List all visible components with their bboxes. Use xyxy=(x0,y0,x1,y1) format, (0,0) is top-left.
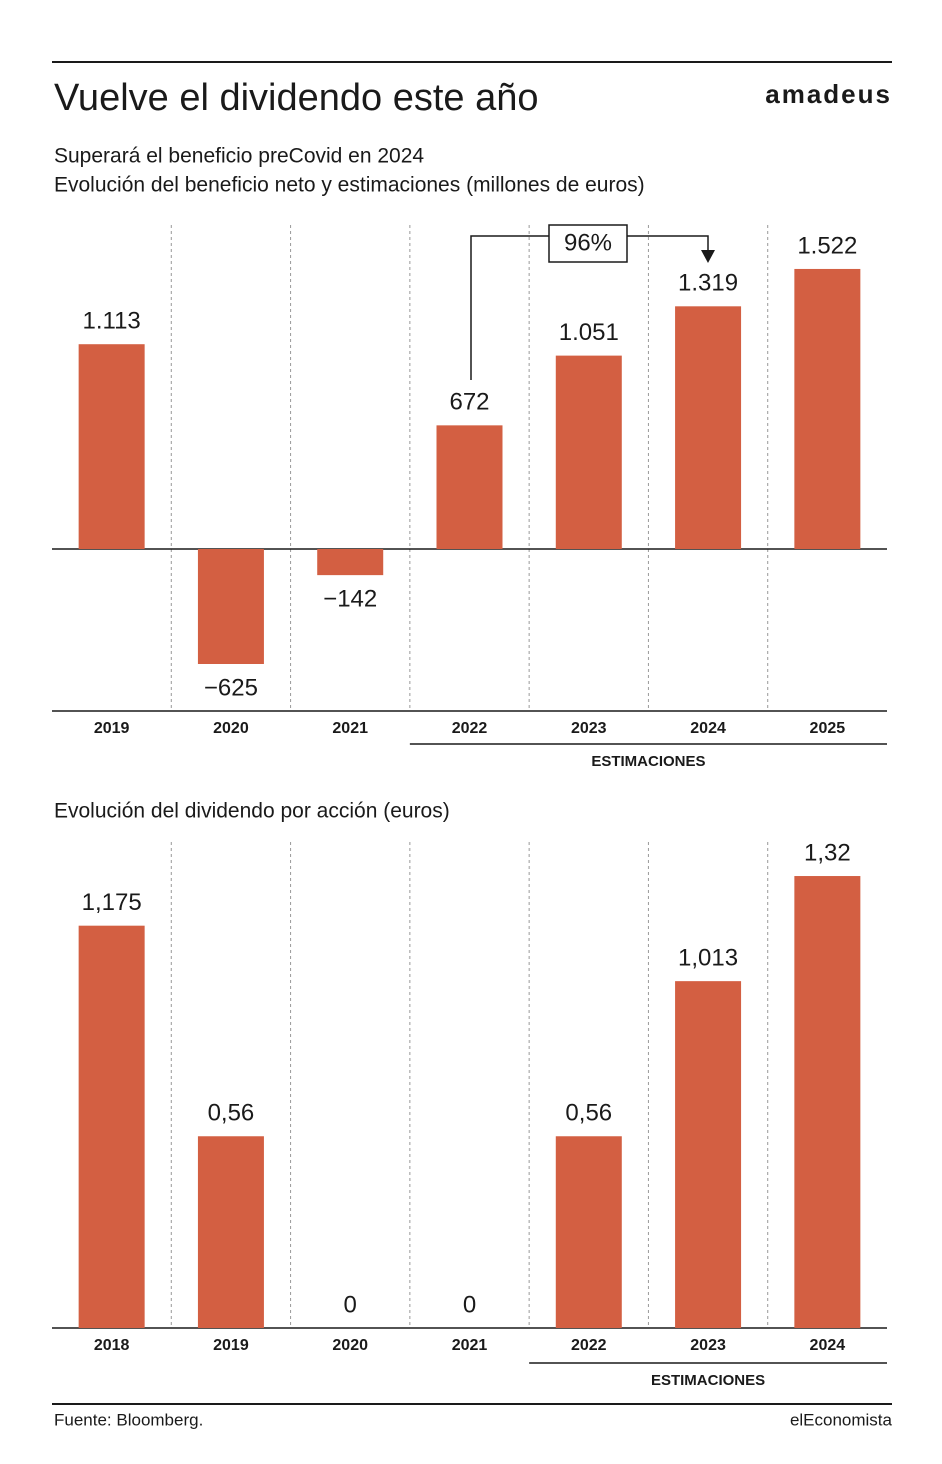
x-tick-label: 2022 xyxy=(452,720,488,737)
estimates-label: ESTIMACIONES xyxy=(591,753,705,770)
value-label: 0,56 xyxy=(208,1100,255,1127)
bar xyxy=(675,306,742,549)
value-label: 1.319 xyxy=(678,270,738,297)
x-tick-label: 2022 xyxy=(571,1337,607,1354)
bar xyxy=(197,549,264,664)
x-tick-label: 2020 xyxy=(213,720,249,737)
chart-subtitle: Evolución del beneficio neto y estimacio… xyxy=(54,174,645,197)
chart-subtitle: Evolución del dividendo por acción (euro… xyxy=(54,800,450,823)
bar xyxy=(794,876,861,1328)
x-tick-label: 2018 xyxy=(94,1337,130,1354)
bar xyxy=(555,1136,622,1328)
annotation: 96% xyxy=(564,229,612,256)
value-label: 0,56 xyxy=(565,1100,612,1127)
x-tick-label: 2020 xyxy=(332,1337,368,1354)
x-tick-label: 2021 xyxy=(452,1337,488,1354)
x-tick-label: 2025 xyxy=(810,720,846,737)
x-tick-label: 2023 xyxy=(571,720,607,737)
estimates-label: ESTIMACIONES xyxy=(651,1372,765,1389)
title: Vuelve el dividendo este año xyxy=(54,77,539,119)
x-tick-label: 2023 xyxy=(690,1337,726,1354)
bar xyxy=(794,268,861,549)
bar xyxy=(78,925,145,1328)
bar xyxy=(436,425,503,549)
value-label: 1,175 xyxy=(82,889,142,916)
value-label: 1,013 xyxy=(678,944,738,971)
bar xyxy=(317,549,384,576)
annotation-line xyxy=(470,235,549,380)
bar xyxy=(78,344,145,549)
chart-title: Superará el beneficio preCovid en 2024 xyxy=(54,145,424,168)
x-tick-label: 2021 xyxy=(332,720,368,737)
value-label: −142 xyxy=(323,585,377,612)
value-label: 0 xyxy=(344,1291,357,1318)
x-tick-label: 2019 xyxy=(213,1337,249,1354)
value-label: −625 xyxy=(204,674,258,701)
x-tick-label: 2024 xyxy=(690,720,726,737)
logo: amadeus xyxy=(765,79,892,109)
annotation-box xyxy=(548,224,628,263)
brand: elEconomista xyxy=(790,1410,893,1429)
x-tick-label: 2019 xyxy=(94,720,130,737)
annotation-line xyxy=(627,235,709,252)
bar xyxy=(675,981,742,1328)
value-label: 1.051 xyxy=(559,319,619,346)
value-label: 1.113 xyxy=(83,308,141,335)
bar xyxy=(555,355,622,549)
value-label: 1.522 xyxy=(797,232,857,259)
value-label: 1,32 xyxy=(804,839,851,866)
value-label: 672 xyxy=(449,389,489,416)
bar xyxy=(197,1136,264,1328)
value-label: 0 xyxy=(463,1291,476,1318)
source: Fuente: Bloomberg. xyxy=(54,1410,203,1429)
x-tick-label: 2024 xyxy=(810,1337,846,1354)
annotation-arrow xyxy=(701,250,715,263)
